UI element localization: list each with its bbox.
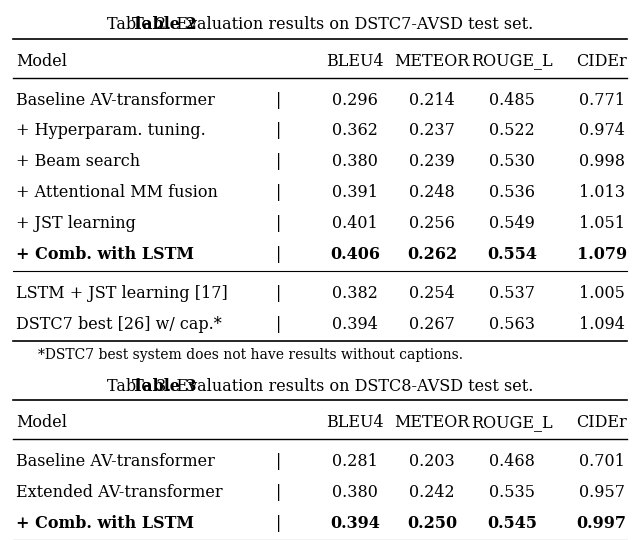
- Text: 0.380: 0.380: [332, 484, 378, 501]
- Text: 0.394: 0.394: [332, 316, 378, 333]
- Text: 0.701: 0.701: [579, 453, 625, 470]
- Text: 0.554: 0.554: [487, 246, 537, 262]
- Text: 1.094: 1.094: [579, 316, 625, 333]
- Text: 0.401: 0.401: [332, 215, 378, 232]
- Text: 0.254: 0.254: [409, 285, 455, 302]
- Text: CIDEr: CIDEr: [576, 52, 627, 70]
- Text: 0.237: 0.237: [409, 123, 455, 139]
- Text: + Comb. with LSTM: + Comb. with LSTM: [16, 246, 194, 262]
- Text: 1.079: 1.079: [577, 246, 627, 262]
- Text: METEOR: METEOR: [394, 414, 470, 431]
- Text: CIDEr: CIDEr: [576, 414, 627, 431]
- Text: + Comb. with LSTM: + Comb. with LSTM: [16, 515, 194, 531]
- Text: 0.549: 0.549: [489, 215, 535, 232]
- Text: |: |: [276, 484, 281, 501]
- Text: Baseline AV-transformer: Baseline AV-transformer: [16, 92, 215, 109]
- Text: 0.214: 0.214: [409, 92, 455, 109]
- Text: 0.239: 0.239: [409, 153, 455, 170]
- Text: 0.522: 0.522: [489, 123, 535, 139]
- Text: Table 3. Evaluation results on DSTC8-AVSD test set.: Table 3. Evaluation results on DSTC8-AVS…: [107, 377, 533, 395]
- Text: Table 3: Table 3: [132, 377, 197, 395]
- Text: |: |: [276, 215, 281, 232]
- Text: Model: Model: [16, 414, 67, 431]
- Text: BLEU4: BLEU4: [326, 414, 384, 431]
- Text: |: |: [276, 246, 281, 262]
- Text: Extended AV-transformer: Extended AV-transformer: [16, 484, 223, 501]
- Text: 0.256: 0.256: [409, 215, 455, 232]
- Text: + Hyperparam. tuning.: + Hyperparam. tuning.: [16, 123, 205, 139]
- Text: + JST learning: + JST learning: [16, 215, 136, 232]
- Text: 0.957: 0.957: [579, 484, 625, 501]
- Text: 0.537: 0.537: [489, 285, 535, 302]
- Text: 0.535: 0.535: [489, 484, 535, 501]
- Text: |: |: [276, 153, 281, 170]
- Text: 0.998: 0.998: [579, 153, 625, 170]
- Text: 1.051: 1.051: [579, 215, 625, 232]
- Text: 0.530: 0.530: [489, 153, 535, 170]
- Text: 0.267: 0.267: [409, 316, 455, 333]
- Text: 0.468: 0.468: [489, 453, 535, 470]
- Text: 0.250: 0.250: [407, 515, 457, 531]
- Text: 0.362: 0.362: [332, 123, 378, 139]
- Text: 0.382: 0.382: [332, 285, 378, 302]
- Text: 1.013: 1.013: [579, 184, 625, 201]
- Text: |: |: [276, 184, 281, 201]
- Text: Table 2: Table 2: [132, 16, 197, 33]
- Text: 0.394: 0.394: [330, 515, 380, 531]
- Text: 0.536: 0.536: [489, 184, 535, 201]
- Text: 1.005: 1.005: [579, 285, 625, 302]
- Text: |: |: [276, 123, 281, 139]
- Text: + Attentional MM fusion: + Attentional MM fusion: [16, 184, 218, 201]
- Text: Table 2. Evaluation results on DSTC7-AVSD test set.: Table 2. Evaluation results on DSTC7-AVS…: [107, 16, 533, 33]
- Text: 0.485: 0.485: [489, 92, 535, 109]
- Text: 0.974: 0.974: [579, 123, 625, 139]
- Text: 0.563: 0.563: [489, 316, 535, 333]
- Text: 0.242: 0.242: [409, 484, 455, 501]
- Text: Baseline AV-transformer: Baseline AV-transformer: [16, 453, 215, 470]
- Text: + Beam search: + Beam search: [16, 153, 140, 170]
- Text: 0.771: 0.771: [579, 92, 625, 109]
- Text: |: |: [276, 316, 281, 333]
- Text: 0.281: 0.281: [332, 453, 378, 470]
- Text: ROUGE_L: ROUGE_L: [471, 414, 553, 431]
- Text: METEOR: METEOR: [394, 52, 470, 70]
- Text: |: |: [276, 515, 281, 531]
- Text: |: |: [276, 285, 281, 302]
- Text: DSTC7 best [26] w/ cap.*: DSTC7 best [26] w/ cap.*: [16, 316, 221, 333]
- Text: |: |: [276, 92, 281, 109]
- Text: *DSTC7 best system does not have results without captions.: *DSTC7 best system does not have results…: [38, 348, 463, 362]
- Text: 0.296: 0.296: [332, 92, 378, 109]
- Text: BLEU4: BLEU4: [326, 52, 384, 70]
- Text: 0.997: 0.997: [577, 515, 627, 531]
- Text: 0.203: 0.203: [409, 453, 455, 470]
- Text: |: |: [276, 453, 281, 470]
- Text: 0.248: 0.248: [409, 184, 455, 201]
- Text: 0.262: 0.262: [407, 246, 457, 262]
- Text: 0.380: 0.380: [332, 153, 378, 170]
- Text: 0.545: 0.545: [487, 515, 537, 531]
- Text: Model: Model: [16, 52, 67, 70]
- Text: 0.391: 0.391: [332, 184, 378, 201]
- Text: ROUGE_L: ROUGE_L: [471, 52, 553, 70]
- Text: LSTM + JST learning [17]: LSTM + JST learning [17]: [16, 285, 228, 302]
- Text: 0.406: 0.406: [330, 246, 380, 262]
